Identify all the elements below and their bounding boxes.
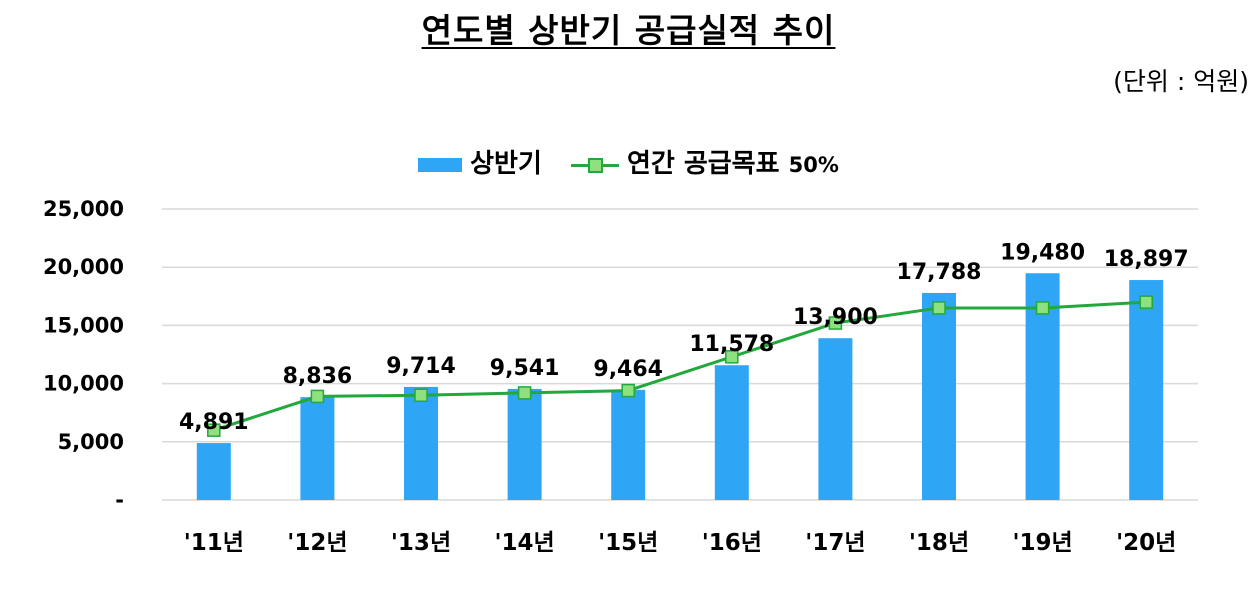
data-label: 8,836 xyxy=(283,364,353,389)
x-tick-label: '18년 xyxy=(909,530,969,556)
legend-swatch-bar xyxy=(418,157,463,172)
y-tick-label: 15,000 xyxy=(43,313,124,337)
target-point xyxy=(828,316,843,330)
y-tick-label: 25,000 xyxy=(43,197,124,221)
data-label: 9,541 xyxy=(490,356,560,381)
bar xyxy=(196,443,231,500)
x-tick-label: '20년 xyxy=(1116,530,1176,556)
legend-label-line: 연간 공급목표 xyxy=(626,149,780,179)
x-tick-label: '15년 xyxy=(598,530,658,556)
x-tick-label: '11년 xyxy=(184,530,244,556)
x-tick-label: '19년 xyxy=(1012,530,1072,556)
data-label: 13,900 xyxy=(793,305,878,330)
x-tick-label: '17년 xyxy=(805,530,865,556)
y-tick-label: 5,000 xyxy=(58,430,124,454)
legend-label-bar: 상반기 xyxy=(470,149,542,179)
target-point xyxy=(517,386,532,400)
target-point xyxy=(414,388,428,402)
bar xyxy=(714,365,749,500)
bar xyxy=(507,388,542,500)
bar xyxy=(300,397,335,500)
data-label: 9,714 xyxy=(386,354,456,379)
data-label: 17,788 xyxy=(897,260,982,285)
target-point xyxy=(207,423,221,437)
data-label: 4,891 xyxy=(179,410,249,435)
legend-entry-line: 연간 공급목표 50% xyxy=(570,143,839,180)
x-tick-label: '14년 xyxy=(494,530,554,556)
legend-entry-bar: 상반기 xyxy=(418,143,542,180)
bar xyxy=(611,389,646,500)
legend-label-line-suffix: 50% xyxy=(788,153,839,177)
target-point xyxy=(310,389,325,404)
bar xyxy=(818,338,853,500)
target-point xyxy=(1035,301,1050,315)
bar xyxy=(404,386,438,500)
x-tick-label: '12년 xyxy=(287,530,347,556)
data-label: 11,578 xyxy=(689,332,774,357)
x-tick-label: '16년 xyxy=(702,530,762,556)
legend-swatch-line xyxy=(570,157,619,173)
data-label: 19,480 xyxy=(1000,240,1085,265)
data-label: 18,897 xyxy=(1104,247,1189,272)
x-tick-label: '13년 xyxy=(391,530,451,556)
target-line xyxy=(213,300,1147,432)
target-point xyxy=(1139,295,1153,309)
data-label: 9,464 xyxy=(593,357,663,382)
y-tick-label: 10,000 xyxy=(43,372,124,396)
bar xyxy=(922,292,956,500)
bar xyxy=(1129,280,1164,500)
target-point xyxy=(932,301,946,315)
target-point xyxy=(725,350,739,364)
unit-label: (단위 : 억원) xyxy=(1113,67,1249,96)
target-point xyxy=(621,383,635,398)
chart-title: 연도별 상반기 공급실적 추이 xyxy=(421,11,836,50)
legend: 상반기 연간 공급목표 50% xyxy=(0,143,1257,180)
y-tick-label: - xyxy=(115,488,124,512)
y-tick-label: 20,000 xyxy=(43,255,124,279)
